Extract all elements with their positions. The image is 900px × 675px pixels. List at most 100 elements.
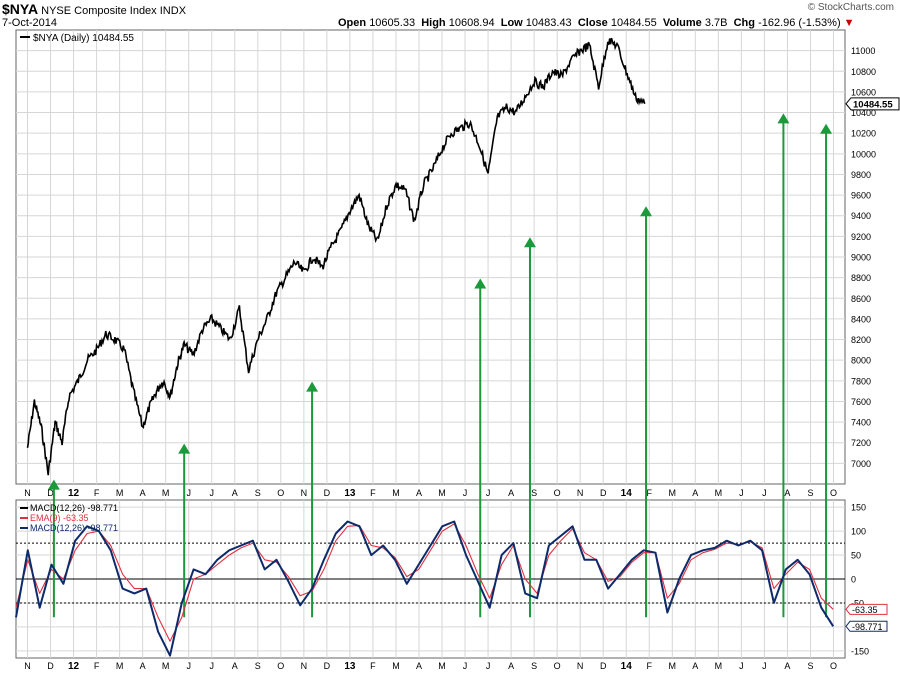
- price-tick-label: 8400: [851, 314, 871, 324]
- price-month-label: J: [209, 488, 214, 498]
- index-name: NYSE Composite Index: [41, 5, 157, 17]
- price-tick-label: 7600: [851, 397, 871, 407]
- macd-month-label: D: [324, 661, 331, 671]
- price-tick-label: 9000: [851, 253, 871, 263]
- price-month-label: M: [438, 488, 446, 498]
- chg-label: Chg: [733, 17, 755, 29]
- price-month-label: O: [277, 488, 284, 498]
- macd-month-label: J: [186, 661, 191, 671]
- volume-label: Volume: [662, 17, 702, 29]
- macd-month-label: M: [438, 661, 446, 671]
- close-label: Close: [577, 17, 608, 29]
- ema-series-line: [15, 523, 834, 642]
- macd-month-label: 12: [68, 661, 80, 672]
- price-month-label: F: [370, 488, 376, 498]
- ema-legend-label: EMA(9) -63.35: [30, 513, 89, 523]
- price-tick-label: 9200: [851, 232, 871, 242]
- price-month-label: F: [647, 488, 653, 498]
- price-tick-label: 9400: [851, 211, 871, 221]
- macd-month-label: S: [807, 661, 813, 671]
- exchange: INDX: [159, 5, 187, 17]
- price-tick-label: 8000: [851, 356, 871, 366]
- ema-last-value-box: [845, 603, 888, 615]
- price-month-label: S: [531, 488, 537, 498]
- header-title: $NYA NYSE Composite Index INDX: [2, 1, 186, 17]
- price-series-line: [26, 37, 646, 476]
- price-month-label: J: [739, 488, 744, 498]
- macd-month-label: J: [762, 661, 767, 671]
- price-tick-label: 7200: [851, 438, 871, 448]
- macd-month-label: M: [162, 661, 170, 671]
- macd-month-label: M: [715, 661, 723, 671]
- price-month-label: M: [116, 488, 124, 498]
- macd-month-label: A: [140, 661, 146, 671]
- price-tick-label: 8200: [851, 335, 871, 345]
- open-label: Open: [338, 17, 367, 29]
- price-tick-label: 9600: [851, 191, 871, 201]
- macd-month-label: 13: [344, 661, 356, 672]
- macd-month-label: A: [232, 661, 238, 671]
- macd-series-line: [15, 520, 835, 657]
- green-arrow-head: [306, 381, 319, 392]
- green-arrow-head: [178, 443, 191, 454]
- macd-month-label: J: [486, 661, 491, 671]
- down-triangle-icon: ▼: [843, 17, 855, 29]
- price-month-label: A: [140, 488, 146, 498]
- macd-month-label: A: [508, 661, 514, 671]
- price-month-label: O: [554, 488, 561, 498]
- price-month-label: A: [508, 488, 514, 498]
- macd-tick-label: 100: [851, 527, 866, 537]
- price-month-label: M: [669, 488, 677, 498]
- price-month-label: 12: [68, 488, 80, 499]
- ema-last-value-label: -63.35: [852, 605, 878, 615]
- price-month-label: A: [416, 488, 422, 498]
- price-month-label: N: [577, 488, 584, 498]
- price-tick-label: 7400: [851, 418, 871, 428]
- price-tick-label: 10000: [851, 149, 876, 159]
- symbol: $NYA: [2, 1, 39, 17]
- watermark: © StockCharts.com: [807, 2, 894, 13]
- macd-month-label: 14: [621, 661, 633, 672]
- green-arrow-head: [777, 113, 790, 124]
- macd-month-label: J: [739, 661, 744, 671]
- price-tick-label: 7800: [851, 376, 871, 386]
- high-value: 10608.94: [448, 17, 495, 29]
- price-last-value-box: [845, 97, 900, 111]
- macd-tick-label: 0: [851, 575, 856, 585]
- low-value: 10483.43: [525, 17, 572, 29]
- macd-month-label: N: [301, 661, 308, 671]
- macd-last-value-box: [845, 620, 888, 632]
- macd-month-label: N: [577, 661, 584, 671]
- price-month-label: 13: [344, 488, 356, 499]
- price-month-label: J: [463, 488, 468, 498]
- green-arrow-head: [474, 278, 487, 289]
- price-legend-label: $NYA (Daily) 10484.55: [33, 33, 134, 44]
- volume-value: 3.7B: [704, 17, 728, 29]
- price-month-label: M: [162, 488, 170, 498]
- price-month-label: D: [47, 488, 54, 498]
- macd-month-label: N: [24, 661, 31, 671]
- macd-month-label: A: [416, 661, 422, 671]
- price-tick-label: 10200: [851, 129, 876, 139]
- price-tick-label: 8800: [851, 273, 871, 283]
- macd-tick-label: -150: [851, 646, 869, 656]
- green-arrow-head: [820, 123, 833, 134]
- chg-value: -162.96 (-1.53%): [758, 17, 841, 29]
- price-month-label: A: [784, 488, 790, 498]
- macd-month-label: M: [669, 661, 677, 671]
- macd-month-label: O: [277, 661, 284, 671]
- green-arrow-head: [523, 237, 536, 248]
- price-month-label: J: [486, 488, 491, 498]
- macd-tick-label: 50: [851, 551, 861, 561]
- macd-month-label: A: [692, 661, 698, 671]
- close-value: 10484.55: [610, 17, 657, 29]
- macd-month-label: J: [209, 661, 214, 671]
- macd-month-label: F: [370, 661, 376, 671]
- price-tick-label: 10600: [851, 87, 876, 97]
- price-month-label: N: [301, 488, 308, 498]
- macd-month-label: S: [255, 661, 261, 671]
- price-tick-label: 8600: [851, 294, 871, 304]
- ohlc-readout: Open 10605.33 High 10608.94 Low 10483.43…: [338, 17, 855, 29]
- price-tick-label: 9800: [851, 170, 871, 180]
- price-last-value-label: 10484.55: [853, 99, 893, 110]
